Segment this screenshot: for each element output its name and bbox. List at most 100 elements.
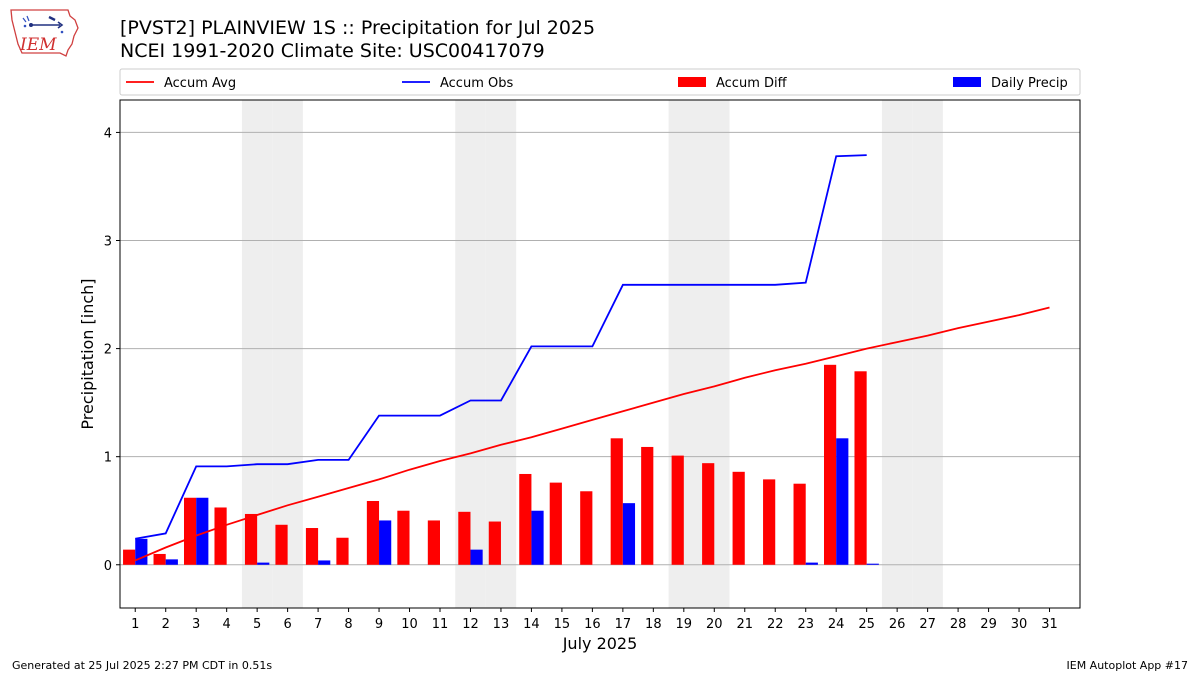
plot-frame bbox=[119, 99, 1081, 609]
chart-title: [PVST2] PLAINVIEW 1S :: Precipitation fo… bbox=[120, 17, 596, 39]
accum-diff-bar-day-15 bbox=[549, 482, 562, 565]
accum-diff-bar-day-18 bbox=[641, 446, 654, 565]
weekend-shade-day-6 bbox=[272, 100, 303, 608]
x-tick-label-9: 9 bbox=[375, 617, 383, 632]
y-tick-label-0: 0 bbox=[104, 559, 112, 574]
legend-swatch-daily-precip bbox=[953, 77, 981, 87]
daily-precip-bar-day-9 bbox=[379, 520, 392, 565]
accum-diff-bar-day-2 bbox=[153, 553, 166, 565]
accum-diff-bar-day-23 bbox=[793, 483, 806, 565]
accum-diff-bar-day-8 bbox=[336, 537, 349, 565]
x-tick-label-17: 17 bbox=[615, 617, 632, 632]
x-tick-label-20: 20 bbox=[706, 617, 723, 632]
accum-diff-bar-day-9 bbox=[366, 500, 380, 565]
x-tick-label-8: 8 bbox=[344, 617, 352, 632]
daily-precip-bar-day-2 bbox=[165, 559, 178, 565]
x-tick-label-16: 16 bbox=[584, 617, 601, 632]
x-tick-label-22: 22 bbox=[767, 617, 784, 632]
accum-avg-line bbox=[134, 306, 1050, 562]
legend-label-daily-precip: Daily Precip bbox=[991, 76, 1068, 91]
x-axis-ticks: 1 2 3 4 5 6 7 8 9 10 11 12 13 14 15 16 17 18 19 20 21 22 23 24 2… bbox=[131, 608, 1058, 632]
x-tick-label-6: 6 bbox=[283, 617, 291, 632]
daily-precip-bar-day-3 bbox=[196, 497, 209, 565]
daily-precip-bar-day-1 bbox=[135, 538, 148, 565]
daily-precip-bar-day-23 bbox=[805, 562, 818, 565]
accum-diff-bar-day-4 bbox=[214, 507, 227, 565]
accum-diff-bar-day-14 bbox=[519, 473, 532, 565]
x-tick-label-26: 26 bbox=[889, 617, 906, 632]
accum-diff-bar-day-24 bbox=[824, 364, 837, 565]
y-axis-ticks: 0 1 2 3 4 bbox=[104, 126, 120, 574]
iem-logo: IEM bbox=[10, 9, 79, 57]
weekend-shade-day-27 bbox=[912, 100, 943, 608]
y-tick-label-1: 1 bbox=[104, 451, 112, 466]
y-axis-label: Precipitation [inch] bbox=[78, 278, 97, 429]
x-tick-label-25: 25 bbox=[858, 617, 875, 632]
y-tick-label-3: 3 bbox=[104, 235, 112, 250]
accum-diff-bar-day-17 bbox=[610, 438, 623, 565]
generated-timestamp: Generated at 25 Jul 2025 2:27 PM CDT in … bbox=[12, 659, 273, 672]
x-tick-label-29: 29 bbox=[980, 617, 997, 632]
legend-label-accum-obs: Accum Obs bbox=[440, 76, 513, 91]
y-tick-label-4: 4 bbox=[104, 126, 112, 141]
x-tick-label-2: 2 bbox=[162, 617, 170, 632]
legend-swatch-accum-diff bbox=[678, 77, 706, 87]
x-tick-label-18: 18 bbox=[645, 617, 662, 632]
daily-precip-bar-day-17 bbox=[622, 503, 636, 565]
accum-diff-bar-day-1 bbox=[123, 549, 136, 565]
accum-diff-bar-day-22 bbox=[763, 479, 776, 565]
autoplot-app-id: IEM Autoplot App #17 bbox=[1066, 659, 1189, 672]
x-tick-label-11: 11 bbox=[432, 617, 449, 632]
x-tick-label-23: 23 bbox=[797, 617, 814, 632]
accum-diff-bar-day-20 bbox=[702, 463, 715, 565]
x-tick-label-21: 21 bbox=[736, 617, 753, 632]
x-tick-label-5: 5 bbox=[253, 617, 261, 632]
y-tick-label-2: 2 bbox=[104, 343, 112, 358]
accum-diff-bar-day-13 bbox=[488, 521, 501, 565]
accum-diff-bar-day-7 bbox=[305, 528, 319, 565]
chart-subtitle: NCEI 1991-2020 Climate Site: USC00417079 bbox=[120, 40, 545, 62]
accum-diff-bar-day-10 bbox=[397, 510, 410, 565]
x-tick-label-1: 1 bbox=[131, 617, 139, 632]
iowa-outline-icon bbox=[10, 9, 79, 57]
accum-diff-bar-day-19 bbox=[671, 455, 684, 565]
bar-series bbox=[123, 364, 879, 565]
x-tick-label-10: 10 bbox=[401, 617, 418, 632]
x-tick-label-4: 4 bbox=[223, 617, 231, 632]
accum-obs-line bbox=[135, 154, 867, 540]
daily-precip-bar-day-24 bbox=[836, 438, 849, 565]
accum-diff-bar-day-11 bbox=[427, 520, 440, 565]
accum-diff-bar-day-16 bbox=[580, 491, 593, 565]
daily-precip-bar-day-14 bbox=[531, 510, 544, 565]
legend-label-accum-avg: Accum Avg bbox=[164, 76, 236, 91]
accum-diff-bar-day-3 bbox=[184, 497, 197, 565]
accum-diff-bar-day-12 bbox=[458, 511, 471, 565]
accum-diff-bar-day-6 bbox=[275, 524, 288, 565]
daily-precip-bar-day-7 bbox=[318, 560, 331, 565]
legend-label-accum-diff: Accum Diff bbox=[716, 76, 788, 91]
daily-precip-bar-day-25 bbox=[866, 563, 879, 565]
legend-box bbox=[119, 68, 1081, 96]
weekend-shade-day-26 bbox=[881, 100, 913, 608]
x-tick-label-27: 27 bbox=[919, 617, 936, 632]
x-tick-label-15: 15 bbox=[554, 617, 571, 632]
legend: Accum Avg Accum Obs Accum Diff Daily Precip bbox=[119, 68, 1081, 96]
x-tick-label-24: 24 bbox=[828, 617, 845, 632]
x-tick-label-3: 3 bbox=[192, 617, 200, 632]
x-tick-label-13: 13 bbox=[493, 617, 510, 632]
iem-logo-text: IEM bbox=[19, 35, 57, 55]
x-tick-label-14: 14 bbox=[523, 617, 540, 632]
x-tick-label-28: 28 bbox=[950, 617, 967, 632]
x-tick-label-12: 12 bbox=[462, 617, 479, 632]
accum-diff-bar-day-25 bbox=[854, 371, 867, 565]
accum-diff-bar-day-5 bbox=[244, 513, 258, 565]
accum-diff-bar-day-21 bbox=[732, 471, 745, 565]
x-tick-label-19: 19 bbox=[676, 617, 693, 632]
daily-precip-bar-day-12 bbox=[470, 549, 483, 565]
x-tick-label-7: 7 bbox=[314, 617, 322, 632]
x-tick-label-30: 30 bbox=[1011, 617, 1028, 632]
x-tick-label-31: 31 bbox=[1041, 617, 1058, 632]
daily-precip-bar-day-5 bbox=[257, 562, 270, 565]
x-axis-label: July 2025 bbox=[562, 634, 638, 653]
